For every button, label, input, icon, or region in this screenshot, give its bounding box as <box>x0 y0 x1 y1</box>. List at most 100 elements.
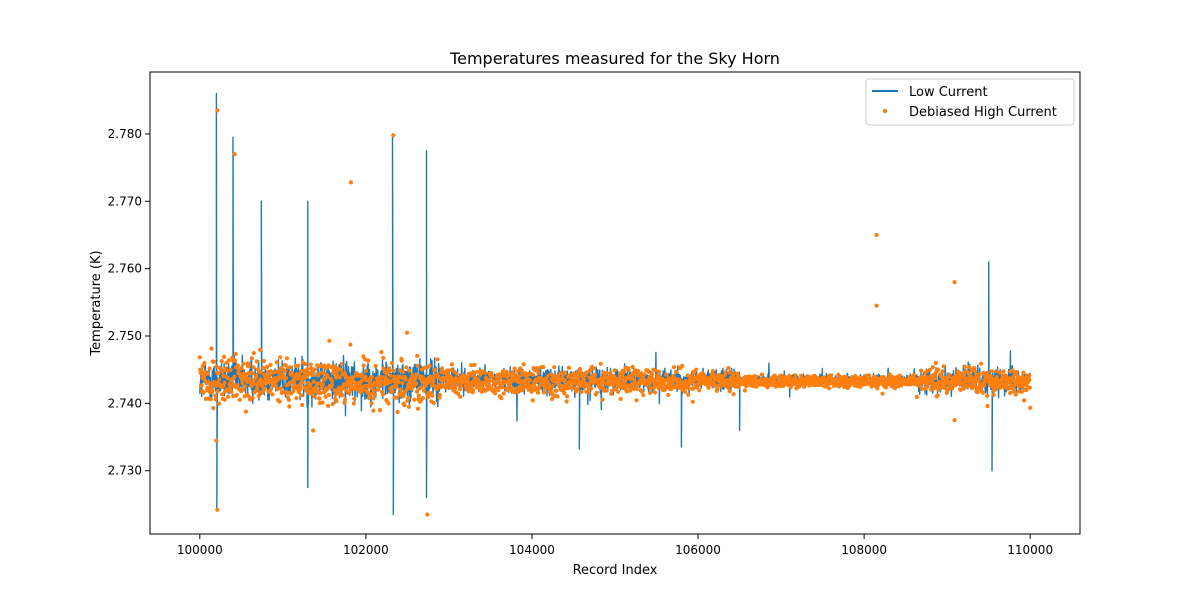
debiased-high-current-point <box>312 394 317 399</box>
debiased-high-current-point <box>589 386 594 391</box>
debiased-high-current-point <box>695 373 701 378</box>
debiased-high-current-point <box>217 401 222 406</box>
debiased-high-current-point <box>315 381 320 386</box>
debiased-high-current-point <box>577 366 583 372</box>
debiased-high-current-point <box>1011 389 1016 394</box>
debiased-high-current-point <box>338 367 344 372</box>
debiased-high-current-point <box>369 401 374 406</box>
debiased-high-current-point <box>371 388 376 393</box>
debiased-high-current-point <box>453 385 458 391</box>
debiased-high-current-point <box>226 358 231 363</box>
debiased-high-current-point <box>401 369 406 375</box>
debiased-high-current-point <box>1024 387 1029 393</box>
debiased-high-current-point <box>648 390 653 396</box>
debiased-high-current-point <box>421 388 427 393</box>
debiased-high-current-point <box>318 363 323 368</box>
debiased-high-current-point <box>515 369 521 374</box>
debiased-high-current-point <box>259 370 264 375</box>
debiased-high-current-point <box>249 384 254 389</box>
debiased-high-current-point <box>371 408 376 413</box>
debiased-high-current-point <box>919 368 924 373</box>
debiased-high-current-point <box>299 393 304 398</box>
debiased-high-current-point <box>222 380 227 385</box>
debiased-high-current-point <box>478 372 483 377</box>
debiased-high-current-point <box>563 370 568 375</box>
debiased-high-current-point <box>348 342 353 347</box>
debiased-high-current-point <box>935 393 940 398</box>
debiased-high-current-point <box>215 507 220 512</box>
debiased-high-current-point <box>731 392 736 397</box>
debiased-high-current-point <box>787 374 792 379</box>
debiased-high-current-point <box>321 363 327 368</box>
debiased-high-current-point <box>427 363 432 368</box>
debiased-high-current-point <box>320 400 325 405</box>
debiased-high-current-point <box>363 374 368 379</box>
debiased-high-current-point <box>726 385 731 390</box>
debiased-high-current-point <box>449 362 454 367</box>
debiased-high-current-point <box>377 408 382 413</box>
debiased-high-current-point <box>399 358 404 363</box>
debiased-high-current-point <box>496 388 501 393</box>
debiased-high-current-point <box>351 401 356 406</box>
debiased-high-current-point <box>648 386 653 391</box>
debiased-high-current-point <box>646 369 651 374</box>
debiased-high-current-point <box>371 396 376 401</box>
debiased-high-current-point <box>211 406 216 411</box>
debiased-high-current-point <box>975 390 980 395</box>
debiased-high-current-point <box>486 379 491 384</box>
debiased-high-current-point <box>666 392 671 398</box>
debiased-high-current-point <box>697 388 702 393</box>
debiased-high-current-point <box>258 347 263 352</box>
debiased-high-current-point <box>320 381 325 387</box>
debiased-high-current-point <box>562 378 567 383</box>
debiased-high-current-point <box>297 372 302 377</box>
debiased-high-current-point <box>425 512 430 517</box>
debiased-high-current-point <box>515 389 520 394</box>
x-tick-label: 110000 <box>1007 543 1053 557</box>
debiased-high-current-point <box>626 367 631 373</box>
debiased-high-current-point <box>290 371 295 377</box>
debiased-high-current-point <box>1028 405 1033 410</box>
debiased-high-current-point <box>324 366 329 371</box>
debiased-high-current-point <box>251 365 256 370</box>
debiased-high-current-point <box>686 386 692 391</box>
debiased-high-current-point <box>426 395 431 400</box>
debiased-high-current-point <box>416 393 421 398</box>
debiased-high-current-point <box>296 363 301 368</box>
debiased-high-current-point <box>492 391 498 396</box>
debiased-high-current-point <box>235 383 240 388</box>
debiased-high-current-point <box>430 393 435 398</box>
debiased-high-current-point <box>498 375 503 380</box>
debiased-high-current-point <box>254 373 259 378</box>
debiased-high-current-point <box>379 350 384 355</box>
debiased-high-current-point <box>634 398 639 403</box>
x-axis: 100000 102000 104000 106000 108000 110000 <box>177 534 1053 557</box>
debiased-high-current-point <box>513 374 518 379</box>
debiased-high-current-point <box>414 381 419 386</box>
debiased-high-current-point <box>373 363 378 369</box>
debiased-high-current-point <box>311 379 316 384</box>
debiased-high-current-point <box>391 133 396 138</box>
debiased-high-current-point <box>933 374 938 379</box>
debiased-high-current-point <box>414 372 419 377</box>
debiased-high-current-point <box>332 388 337 393</box>
y-axis: 2.730 2.740 2.750 2.760 2.770 2.780 <box>108 127 150 478</box>
debiased-high-current-point <box>366 395 371 400</box>
debiased-high-current-point <box>932 385 937 391</box>
debiased-high-current-point <box>609 388 615 393</box>
debiased-high-current-point <box>591 366 597 371</box>
debiased-high-current-point <box>930 365 935 370</box>
debiased-high-current-point <box>221 354 227 359</box>
debiased-high-current-point <box>277 375 282 380</box>
debiased-high-current-point <box>268 362 273 367</box>
debiased-high-current-point <box>309 391 314 396</box>
debiased-high-current-point <box>436 374 441 379</box>
debiased-high-current-point <box>680 363 685 368</box>
debiased-high-current-point <box>250 371 255 376</box>
debiased-high-current-point <box>435 357 440 362</box>
debiased-high-current-point <box>893 386 898 391</box>
debiased-high-current-point <box>210 388 215 393</box>
debiased-high-current-point <box>710 368 715 374</box>
debiased-high-current-point <box>415 363 420 368</box>
debiased-high-current-point <box>501 391 506 396</box>
